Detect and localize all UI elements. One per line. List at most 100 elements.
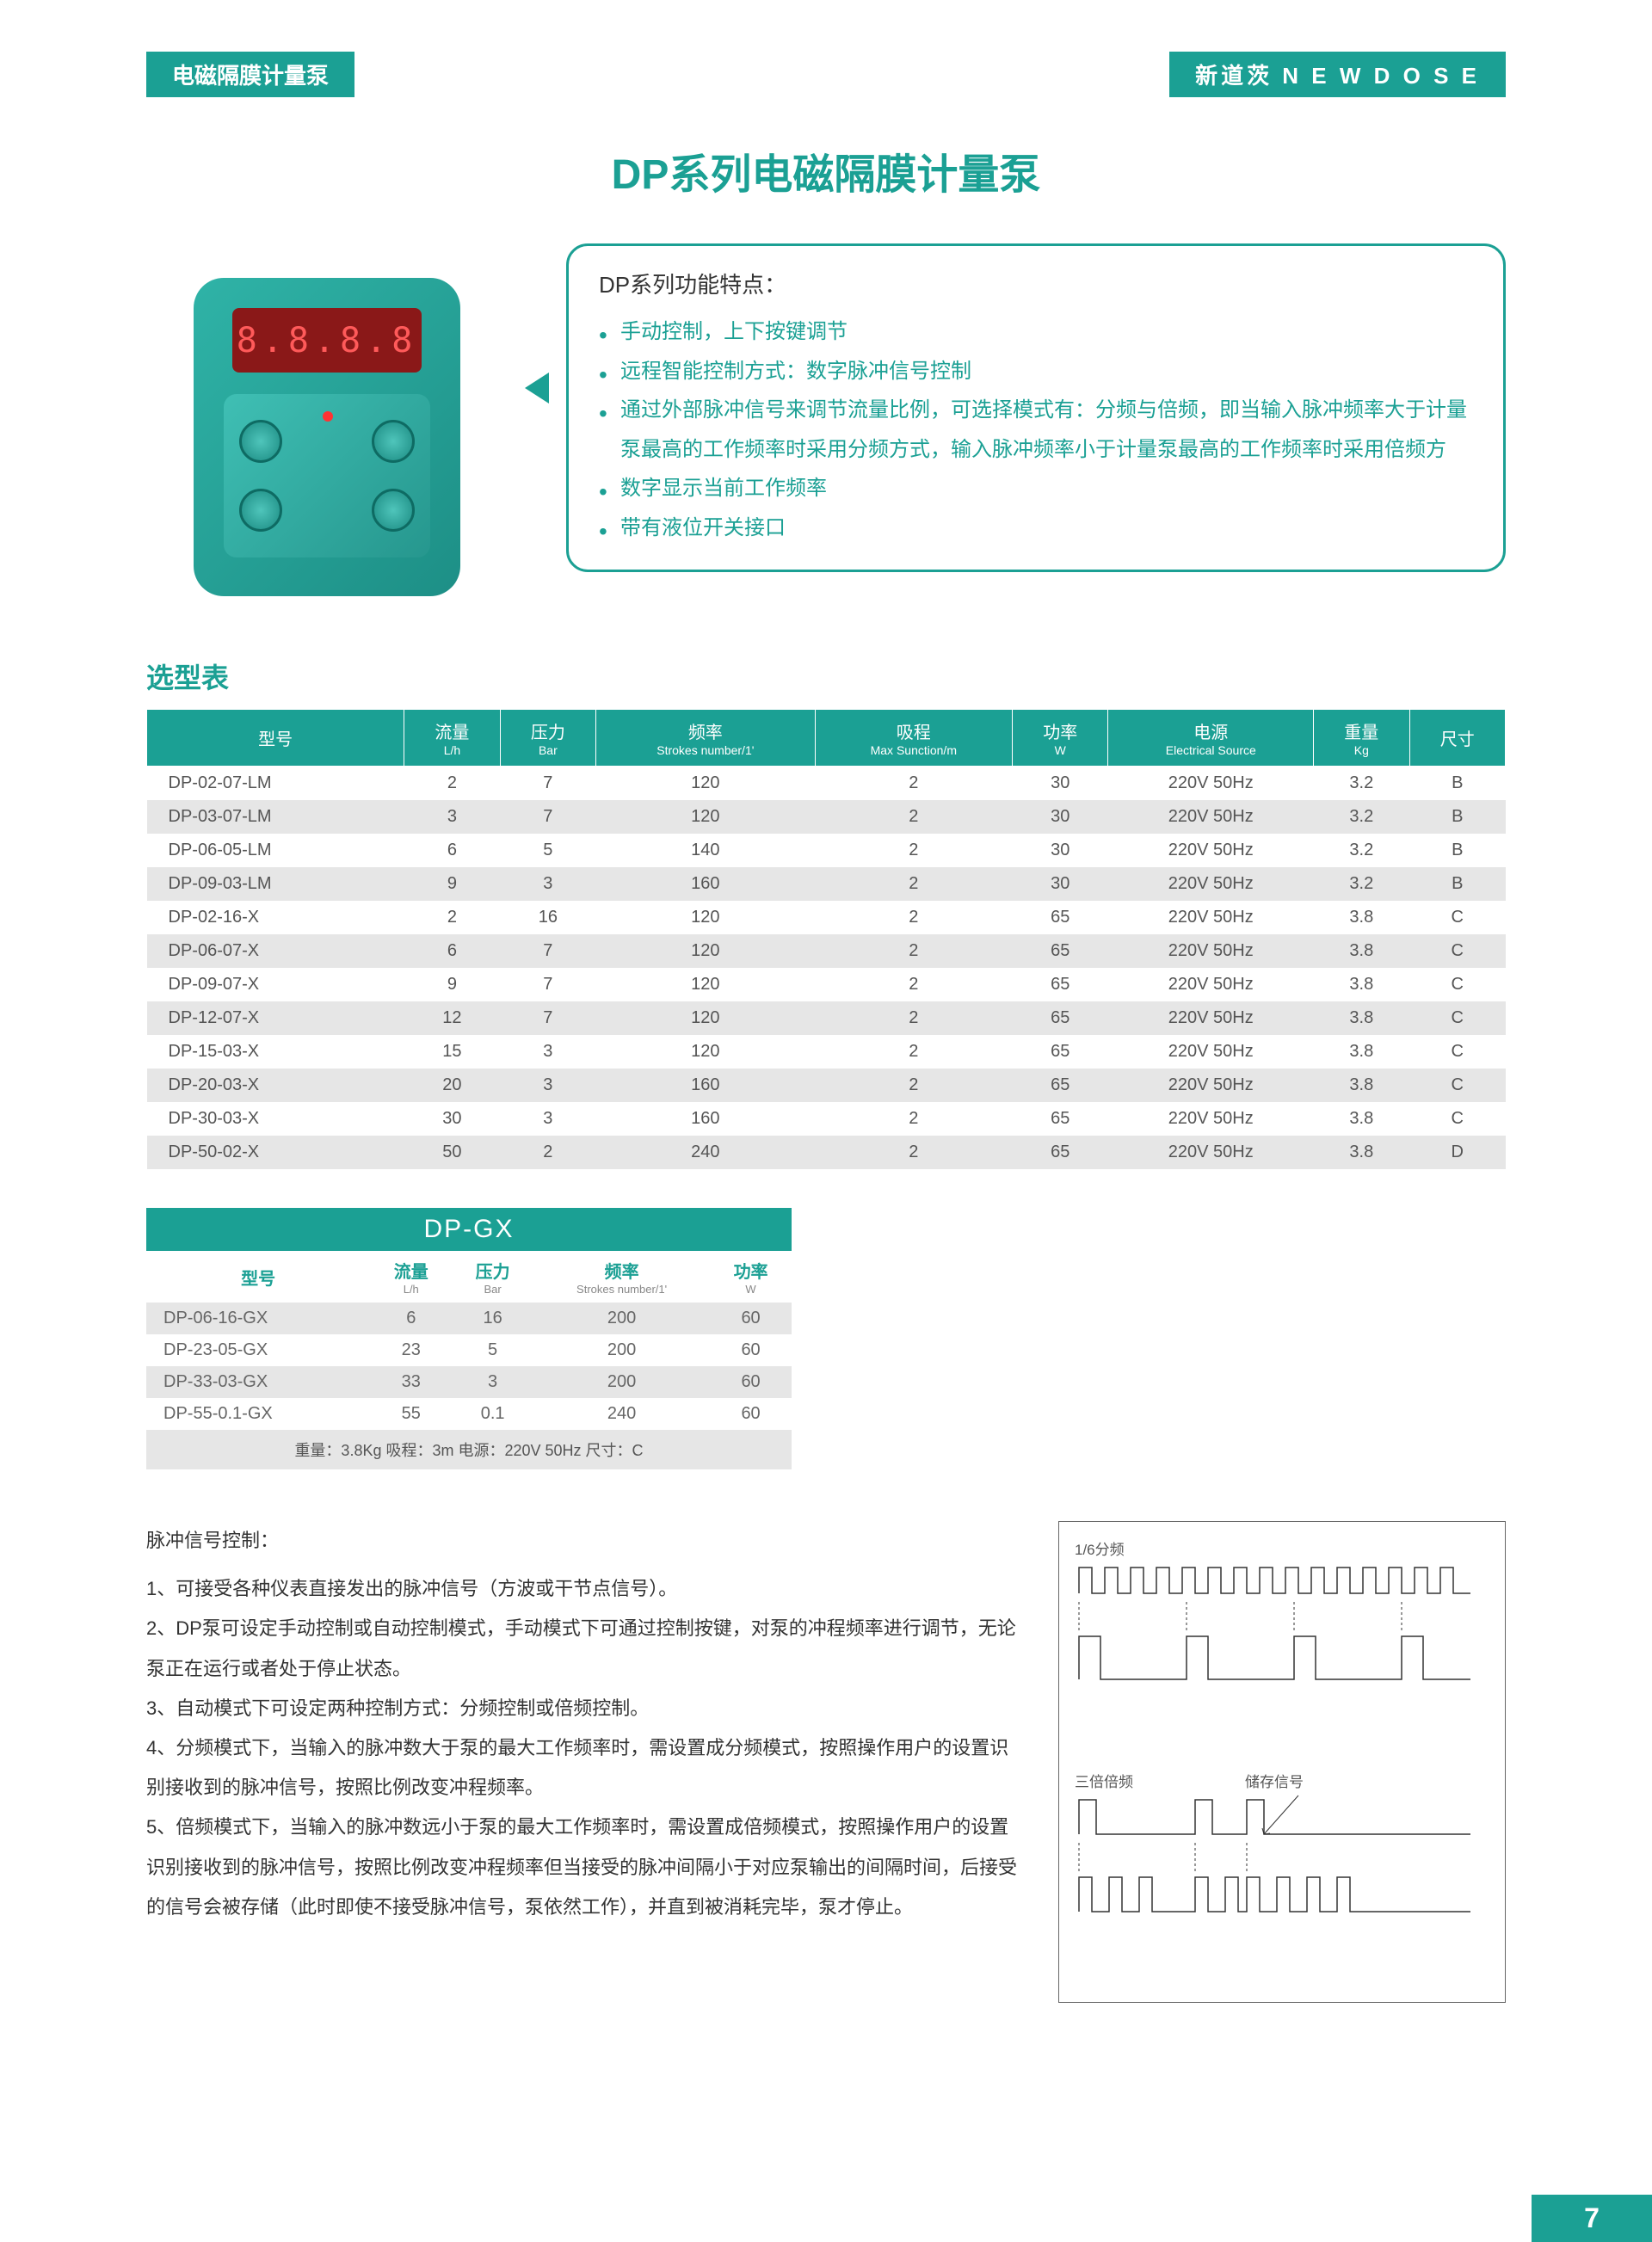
- control-item: 3、自动模式下可设定两种控制方式：分频控制或倍频控制。: [146, 1689, 1024, 1728]
- table-cell: 2: [815, 1136, 1012, 1169]
- table-row: DP-33-03-GX33320060: [146, 1366, 792, 1398]
- table-cell: 7: [500, 968, 595, 1001]
- gx-header-cell: 型号: [146, 1251, 370, 1303]
- gx-table: 型号流量L/h压力Bar频率Strokes number/1'功率W DP-06…: [146, 1251, 792, 1430]
- table-cell: 30: [1013, 800, 1108, 834]
- selection-table-title: 选型表: [146, 656, 1506, 696]
- gx-table-body: DP-06-16-GX61620060DP-23-05-GX23520060DP…: [146, 1303, 792, 1430]
- feature-title: DP系列功能特点：: [599, 268, 1473, 299]
- table-cell: 220V 50Hz: [1108, 1102, 1314, 1136]
- table-cell: 5: [500, 834, 595, 867]
- table-cell: 30: [404, 1102, 500, 1136]
- table-cell: DP-55-0.1-GX: [146, 1398, 370, 1430]
- pump-button-am-icon: [239, 489, 282, 532]
- table-cell: 3.8: [1314, 901, 1409, 934]
- table-cell: DP-20-03-X: [147, 1069, 404, 1102]
- table-cell: 2: [815, 767, 1012, 801]
- table-cell: DP-09-03-LM: [147, 867, 404, 901]
- pump-control-panel: [224, 394, 430, 557]
- spec-header-cell: 重量Kg: [1314, 710, 1409, 767]
- table-cell: 2: [815, 834, 1012, 867]
- table-cell: 9: [404, 968, 500, 1001]
- table-cell: DP-12-07-X: [147, 1001, 404, 1035]
- control-section: 脉冲信号控制： 1、可接受各种仪表直接发出的脉冲信号（方波或干节点信号）。 2、…: [146, 1521, 1506, 2003]
- table-cell: 65: [1013, 1035, 1108, 1069]
- table-cell: 15: [404, 1035, 500, 1069]
- table-row: DP-55-0.1-GX550.124060: [146, 1398, 792, 1430]
- table-cell: 3: [500, 867, 595, 901]
- pump-button-down-icon: [372, 489, 415, 532]
- diagram-label-divfreq: 1/6分频: [1075, 1537, 1489, 1559]
- table-cell: 3.2: [1314, 867, 1409, 901]
- control-item: 5、倍频模式下，当输入的脉冲数远小于泵的最大工作频率时，需设置成倍频模式，按照操…: [146, 1808, 1024, 1927]
- table-cell: 3.2: [1314, 767, 1409, 801]
- spec-table-body: DP-02-07-LM27120230220V 50Hz3.2BDP-03-07…: [147, 767, 1506, 1170]
- table-cell: DP-02-07-LM: [147, 767, 404, 801]
- table-cell: 9: [404, 867, 500, 901]
- table-row: DP-23-05-GX23520060: [146, 1334, 792, 1366]
- table-cell: 3: [404, 800, 500, 834]
- table-cell: 3.8: [1314, 1035, 1409, 1069]
- table-cell: 7: [500, 800, 595, 834]
- table-cell: 65: [1013, 901, 1108, 934]
- control-item: 4、分频模式下，当输入的脉冲数大于泵的最大工作频率时，需设置成分频模式，按照操作…: [146, 1728, 1024, 1808]
- table-cell: 2: [815, 934, 1012, 968]
- table-cell: 3.2: [1314, 834, 1409, 867]
- table-cell: 120: [596, 968, 815, 1001]
- table-cell: DP-03-07-LM: [147, 800, 404, 834]
- arrow-left-icon: [525, 373, 549, 403]
- table-cell: 220V 50Hz: [1108, 1035, 1314, 1069]
- pump-led-indicator: [323, 411, 333, 422]
- table-cell: 200: [533, 1334, 710, 1366]
- table-cell: 12: [404, 1001, 500, 1035]
- feature-box: DP系列功能特点： 手动控制，上下按键调节 远程智能控制方式：数字脉冲信号控制 …: [566, 243, 1506, 572]
- table-row: DP-09-07-X97120265220V 50Hz3.8C: [147, 968, 1506, 1001]
- table-cell: 220V 50Hz: [1108, 867, 1314, 901]
- table-cell: 2: [815, 867, 1012, 901]
- table-row: DP-12-07-X127120265220V 50Hz3.8C: [147, 1001, 1506, 1035]
- spec-header-cell: 功率W: [1013, 710, 1108, 767]
- control-title: 脉冲信号控制：: [146, 1521, 1024, 1561]
- spec-table-header: 型号流量L/h压力Bar频率Strokes number/1'吸程Max Sun…: [147, 710, 1506, 767]
- table-cell: 0.1: [452, 1398, 533, 1430]
- table-cell: 3.8: [1314, 934, 1409, 968]
- table-cell: 30: [1013, 867, 1108, 901]
- gx-header-cell: 功率W: [710, 1251, 792, 1303]
- table-cell: 65: [1013, 1001, 1108, 1035]
- table-cell: 3.8: [1314, 1102, 1409, 1136]
- table-cell: 16: [500, 901, 595, 934]
- table-cell: 65: [1013, 968, 1108, 1001]
- table-cell: 50: [404, 1136, 500, 1169]
- table-cell: DP-30-03-X: [147, 1102, 404, 1136]
- table-cell: 2: [815, 968, 1012, 1001]
- gx-header-cell: 压力Bar: [452, 1251, 533, 1303]
- table-row: DP-06-16-GX61620060: [146, 1303, 792, 1334]
- table-cell: DP-33-03-GX: [146, 1366, 370, 1398]
- header-left-title: 电磁隔膜计量泵: [146, 52, 354, 97]
- table-cell: DP-06-16-GX: [146, 1303, 370, 1334]
- table-cell: 2: [404, 901, 500, 934]
- table-cell: 55: [370, 1398, 452, 1430]
- product-illustration: 8.8.8.8: [146, 243, 508, 622]
- table-cell: 240: [533, 1398, 710, 1430]
- table-cell: 60: [710, 1334, 792, 1366]
- table-cell: 7: [500, 1001, 595, 1035]
- table-cell: 16: [452, 1303, 533, 1334]
- gx-section: DP-GX 型号流量L/h压力Bar频率Strokes number/1'功率W…: [146, 1208, 792, 1469]
- diagram-label-multfreq: 三倍倍频: [1075, 1770, 1133, 1791]
- table-cell: 2: [815, 1035, 1012, 1069]
- table-cell: 2: [815, 800, 1012, 834]
- table-cell: C: [1409, 934, 1505, 968]
- table-row: DP-06-07-X67120265220V 50Hz3.8C: [147, 934, 1506, 968]
- table-cell: C: [1409, 1035, 1505, 1069]
- table-cell: 65: [1013, 1136, 1108, 1169]
- spec-header-cell: 型号: [147, 710, 404, 767]
- table-cell: 7: [500, 934, 595, 968]
- gx-header-cell: 频率Strokes number/1': [533, 1251, 710, 1303]
- table-cell: 6: [404, 934, 500, 968]
- table-cell: DP-50-02-X: [147, 1136, 404, 1169]
- table-cell: 220V 50Hz: [1108, 834, 1314, 867]
- table-cell: DP-06-07-X: [147, 934, 404, 968]
- table-cell: 6: [404, 834, 500, 867]
- table-cell: 220V 50Hz: [1108, 767, 1314, 801]
